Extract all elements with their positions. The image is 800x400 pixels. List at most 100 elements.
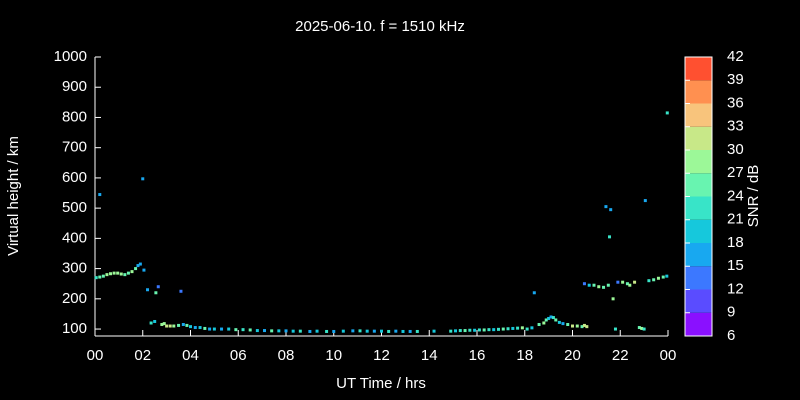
colorbar-band <box>685 266 712 290</box>
point <box>134 267 138 271</box>
point <box>458 329 462 333</box>
point <box>592 283 596 287</box>
chart-title: 2025-06-10. f = 1510 kHz <box>295 18 465 35</box>
point <box>496 327 500 331</box>
x-tick-label: 20 <box>564 347 581 364</box>
point <box>308 329 312 333</box>
point <box>482 328 486 332</box>
point <box>116 271 120 275</box>
y-tick-label: 400 <box>62 229 87 246</box>
point <box>401 329 405 333</box>
x-tick-label: 04 <box>182 347 199 364</box>
colorbar-band <box>685 150 712 174</box>
point <box>142 268 146 272</box>
y-tick-label: 800 <box>62 108 87 125</box>
colorbar-band <box>685 312 712 336</box>
x-tick-label: 14 <box>421 347 438 364</box>
colorbar-tick-label: 21 <box>727 211 744 228</box>
point <box>365 329 369 333</box>
point <box>248 328 252 332</box>
point <box>387 329 391 333</box>
point <box>501 327 505 331</box>
y-tick-label: 1000 <box>54 48 87 65</box>
point <box>582 323 586 327</box>
colorbar-tick-label: 12 <box>727 280 744 297</box>
point <box>611 297 615 301</box>
point <box>640 326 644 330</box>
x-tick-label: 18 <box>516 347 533 364</box>
y-tick-label: 300 <box>62 260 87 277</box>
point <box>263 329 267 333</box>
colorbar-tick-label: 30 <box>727 141 744 158</box>
x-tick-label: 00 <box>87 347 104 364</box>
point <box>616 280 620 284</box>
point <box>160 323 164 327</box>
point <box>585 325 589 329</box>
point <box>146 288 150 292</box>
point <box>604 205 608 209</box>
point <box>609 208 613 212</box>
point <box>647 279 651 283</box>
point <box>208 327 212 331</box>
x-tick-label: 22 <box>612 347 629 364</box>
colorbar-tick-label: 27 <box>727 164 744 181</box>
point <box>656 276 660 280</box>
y-tick-label: 900 <box>62 78 87 95</box>
point <box>613 327 617 331</box>
y-tick-label: 200 <box>62 290 87 307</box>
point <box>449 329 453 333</box>
colorbar-band <box>685 126 712 150</box>
colorbar-band <box>685 219 712 243</box>
colorbar-tick-label: 9 <box>727 304 735 321</box>
point <box>153 319 157 323</box>
point <box>633 280 637 284</box>
point <box>105 273 109 277</box>
point <box>637 326 641 330</box>
point <box>341 329 345 333</box>
x-tick-label: 16 <box>469 347 486 364</box>
point <box>227 327 231 331</box>
point <box>625 282 629 286</box>
point <box>547 316 551 320</box>
point <box>136 264 140 268</box>
colorbar-label: SNR / dB <box>745 165 762 228</box>
colorbar-tick-label: 42 <box>727 48 744 65</box>
colorbar-tick-label: 36 <box>727 94 744 111</box>
point <box>468 328 472 332</box>
point <box>189 325 192 329</box>
y-tick-label: 100 <box>62 320 87 337</box>
point <box>162 322 166 326</box>
point <box>665 274 669 278</box>
colorbar-tick-label: 39 <box>727 71 744 88</box>
point <box>138 262 142 266</box>
point <box>193 326 197 330</box>
point <box>532 291 536 295</box>
colorbar-band <box>685 173 712 197</box>
point <box>520 326 524 330</box>
point <box>179 289 183 293</box>
colorbar-band <box>685 196 712 220</box>
point <box>516 326 520 330</box>
point <box>542 321 546 325</box>
point <box>241 328 245 332</box>
colorbar-band <box>685 289 712 313</box>
point <box>661 275 665 279</box>
point <box>94 276 98 280</box>
point <box>511 326 515 330</box>
point <box>652 278 656 282</box>
point <box>119 272 123 276</box>
y-tick-label: 600 <box>62 169 87 186</box>
point <box>198 326 202 330</box>
point <box>394 329 398 333</box>
point <box>270 329 274 333</box>
point <box>234 328 238 332</box>
colorbar-band <box>685 80 712 104</box>
point <box>582 282 586 286</box>
point <box>492 328 496 332</box>
point <box>580 325 584 329</box>
point <box>525 327 529 331</box>
point <box>203 326 207 330</box>
point <box>597 285 601 289</box>
